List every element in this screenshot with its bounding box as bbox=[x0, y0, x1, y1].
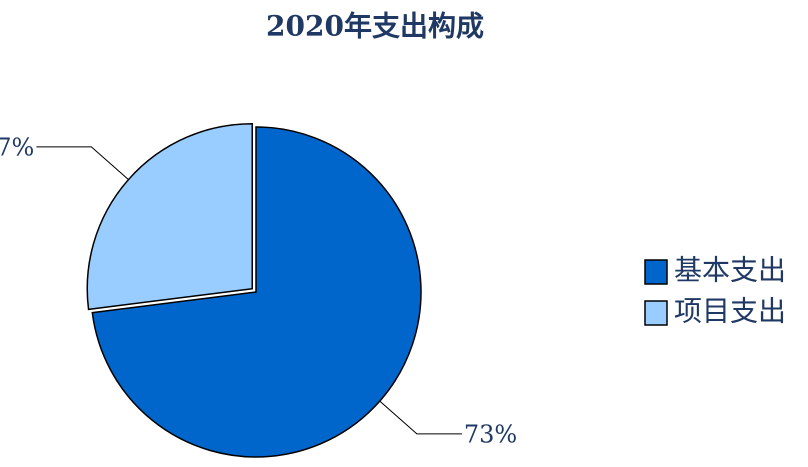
legend-swatch bbox=[644, 300, 668, 326]
data-label: 27% bbox=[0, 133, 34, 161]
pie-slice bbox=[91, 126, 422, 458]
chart-title: 2020年支出构成 bbox=[266, 10, 484, 43]
leader-line bbox=[36, 146, 129, 180]
leader-line bbox=[379, 400, 462, 435]
legend-label: 项目支出 bbox=[674, 295, 786, 328]
legend-swatch bbox=[644, 259, 668, 285]
pie-slice bbox=[86, 122, 253, 311]
data-label: 73% bbox=[464, 420, 517, 448]
legend-label: 基本支出 bbox=[674, 254, 786, 287]
